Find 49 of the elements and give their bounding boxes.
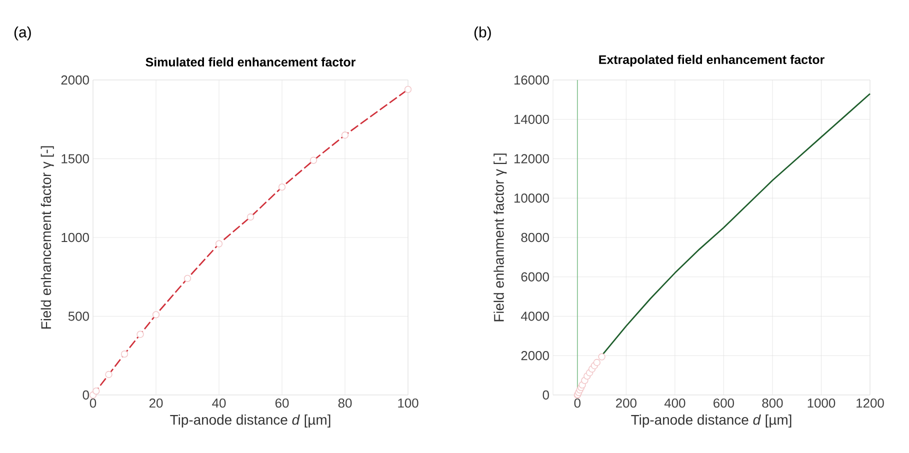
point [593, 358, 600, 366]
y-axis-title: Field enhancement factor γ [-] [40, 146, 54, 329]
y-tick-label: 2000 [61, 75, 89, 85]
point [136, 330, 144, 338]
y-tick-label: 14000 [514, 114, 549, 124]
x-tick-label: 1000 [808, 398, 836, 408]
x-tick-label: 800 [762, 398, 783, 408]
y-tick-label: 0 [542, 390, 549, 400]
point [310, 156, 318, 164]
y-tick-label: 12000 [514, 154, 549, 164]
y-tick-label: 6000 [521, 272, 549, 282]
x-axis-title: Tip-anode distance d [µm] [170, 414, 330, 428]
y-tick-label: 500 [68, 312, 89, 321]
y-tick-label: 4000 [520, 312, 549, 321]
x-tick-label: 400 [664, 398, 686, 408]
point [105, 370, 112, 378]
x-tick-label: 0 [574, 398, 580, 408]
x-tick-label: 200 [616, 398, 636, 408]
x-tick-label: 100 [398, 398, 418, 408]
y-tick-label: 8000 [521, 232, 549, 242]
text: (b) [474, 26, 491, 40]
x-tick-label: 600 [714, 398, 734, 408]
y-tick-label: 0 [82, 390, 89, 400]
point [215, 240, 223, 248]
x-tick-label: 60 [275, 398, 289, 408]
x-axis-title: Tip-anode distance d [µm] [631, 414, 792, 428]
point [92, 387, 100, 395]
point [152, 311, 160, 318]
x-tick-label: 20 [149, 398, 163, 408]
x-tick-label: 0 [90, 398, 96, 408]
point [278, 183, 286, 191]
y-tick-label: 2000 [521, 351, 549, 360]
y-tick-label: 1500 [62, 154, 89, 164]
y-tick-label: 16000 [514, 75, 549, 85]
text: (a) [14, 26, 31, 40]
y-tick-label: 10000 [514, 194, 549, 203]
chart-title: Simulated field enhancement factor [146, 57, 356, 67]
point [246, 213, 254, 221]
x-tick-label: 80 [338, 398, 352, 408]
point [598, 353, 606, 360]
point [184, 274, 192, 282]
x-tick-label: 1200 [856, 398, 884, 408]
x-tick-label: 40 [212, 398, 226, 408]
chart-title: Extrapolated field enhancement factor [599, 54, 824, 66]
point [404, 86, 412, 94]
point [341, 132, 349, 139]
y-tick-label: 1000 [62, 232, 89, 242]
point [120, 350, 128, 358]
y-axis-title: Field enhanment factor γ [-] [494, 154, 507, 322]
